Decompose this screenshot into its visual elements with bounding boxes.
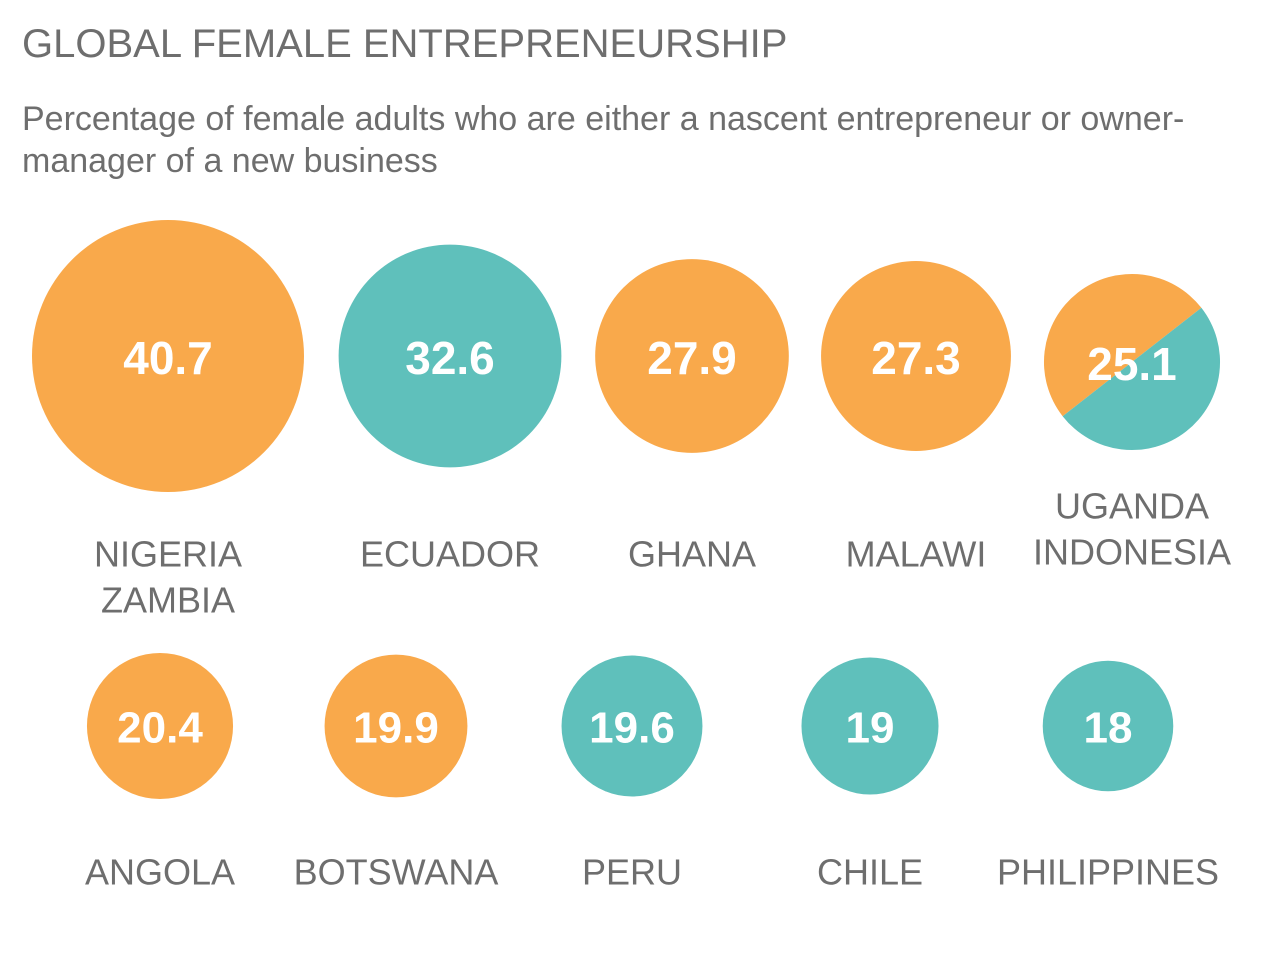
bubble-value-label: 20.4: [117, 704, 203, 753]
bubble-circle: [821, 261, 1011, 451]
country-label-nigeria: NIGERIA: [94, 533, 242, 574]
bubble-philippines: 18 PHILIPPINES: [997, 660, 1219, 892]
bubble-circle: [324, 654, 468, 798]
country-label-peru: PERU: [582, 851, 682, 892]
bubble-circle: [801, 657, 939, 795]
bubble-uganda-indonesia: 25.1 UGANDA INDONESIA: [1033, 273, 1231, 572]
bubble-malawi: 27.3 MALAWI: [821, 261, 1011, 574]
chart-subtitle: Percentage of female adults who are eith…: [22, 100, 1185, 180]
bubble-circle: [595, 259, 789, 453]
country-label-ghana: GHANA: [628, 533, 756, 574]
bubble-half-uganda: [1043, 273, 1202, 417]
bubble-peru: 19.6 PERU: [561, 655, 703, 892]
bubble-circle: [32, 220, 304, 492]
bubble-value-label: 19.6: [589, 704, 675, 753]
bubble-chile: 19 CHILE: [801, 657, 939, 892]
bubble-value-label: 27.9: [647, 332, 737, 384]
bubble-circle: [561, 655, 703, 797]
bubble-angola: 20.4 ANGOLA: [85, 652, 235, 892]
country-label-malawi: MALAWI: [846, 533, 987, 574]
bubble-value-label: 40.7: [123, 332, 213, 384]
country-label-botswana: BOTSWANA: [294, 851, 499, 892]
bubble-value-label: 25.1: [1087, 338, 1177, 390]
bubble-circle: [1042, 660, 1174, 792]
bubble-value-label: 18: [1084, 704, 1133, 753]
bubble-circle: [86, 652, 234, 800]
bubble-value-label: 19: [846, 704, 895, 753]
bubble-botswana: 19.9 BOTSWANA: [294, 654, 499, 892]
country-label-angola: ANGOLA: [85, 851, 235, 892]
bubble-value-label: 19.9: [353, 704, 439, 753]
bubble-circle: [338, 244, 562, 468]
country-label-indonesia: INDONESIA: [1033, 531, 1231, 572]
bubble-value-label: 32.6: [405, 332, 495, 384]
country-label-ecuador: ECUADOR: [360, 533, 540, 574]
country-label-zambia: ZAMBIA: [101, 579, 235, 620]
country-label-uganda: UGANDA: [1055, 485, 1209, 526]
bubble-half-indonesia: [1062, 307, 1221, 451]
bubble-ecuador: 32.6 ECUADOR: [338, 244, 562, 574]
bubble-value-label: 27.3: [871, 332, 961, 384]
bubble-ghana: 27.9 GHANA: [595, 259, 789, 574]
chart-title: GLOBAL FEMALE ENTREPRENEURSHIP: [22, 22, 788, 66]
country-label-chile: CHILE: [817, 851, 923, 892]
bubble-nigeria-zambia: 40.7 NIGERIA ZAMBIA: [32, 220, 304, 620]
country-label-philippines: PHILIPPINES: [997, 851, 1219, 892]
